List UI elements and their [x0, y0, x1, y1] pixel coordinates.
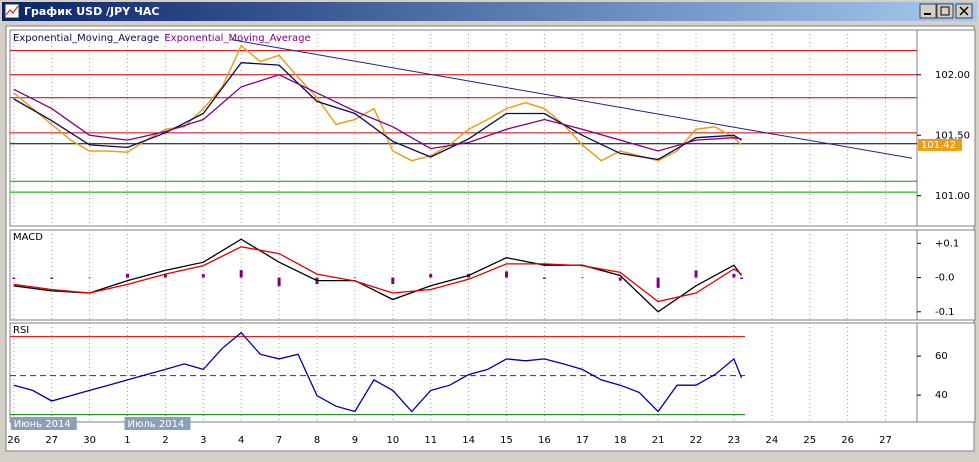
histogram-bar: [732, 273, 736, 278]
window-icon: [4, 3, 20, 19]
maximize-button[interactable]: [936, 3, 954, 19]
legend-entry: Exponential_Moving_Average: [13, 33, 159, 44]
histogram-bar: [694, 270, 698, 278]
window-icon-glyph: [5, 5, 19, 16]
y-tick-label: 60: [935, 351, 948, 362]
histogram-bar: [50, 277, 54, 279]
panel-title: RSI: [13, 325, 29, 336]
x-tick-label: 7: [276, 435, 282, 446]
x-tick-label: 11: [424, 435, 437, 446]
y-tick-label: 102.00: [935, 70, 970, 81]
y-tick-label: 40: [935, 390, 948, 401]
x-tick-label: 27: [879, 435, 892, 446]
x-tick-label: 23: [728, 435, 741, 446]
maximize-glyph: [940, 6, 950, 16]
histogram-bar: [505, 271, 509, 278]
period-label: Июнь 2014: [14, 419, 71, 430]
histogram-bar: [163, 273, 167, 278]
period-tag: [10, 417, 77, 430]
x-tick-label: 1: [124, 435, 130, 446]
x-tick-label: 21: [652, 435, 665, 446]
x-tick-label: 25: [803, 435, 816, 446]
close-glyph: [959, 6, 969, 16]
histogram-bar: [429, 273, 433, 278]
x-tick-label: 9: [352, 435, 358, 446]
x-tick-label: 2: [162, 435, 168, 446]
series-line: [13, 74, 742, 152]
title-bar: [2, 2, 977, 21]
x-tick-label: 26: [841, 435, 854, 446]
histogram-bar: [12, 277, 16, 279]
histogram-bar: [618, 277, 622, 281]
histogram-bar: [740, 277, 744, 279]
series-line: [13, 331, 743, 413]
y-tick-label: -0.1: [935, 307, 955, 318]
minimize-button[interactable]: [919, 3, 937, 19]
histogram-bar: [201, 274, 205, 278]
panel: [9, 29, 976, 227]
y-tick-label: 101.00: [935, 191, 970, 202]
legend-entry: Exponential_Moving_Average: [164, 33, 310, 44]
histogram-bar: [88, 277, 92, 279]
x-tick-label: 10: [386, 435, 399, 446]
histogram-bar: [353, 277, 357, 278]
trend-line: [231, 39, 913, 159]
x-tick-label: 3: [200, 435, 206, 446]
x-tick-label: 30: [83, 435, 96, 446]
x-tick-label: 16: [538, 435, 551, 446]
period-label: Июль 2014: [127, 419, 184, 430]
histogram-bar: [125, 273, 129, 278]
x-tick-label: 27: [45, 435, 58, 446]
histogram-bar: [239, 270, 243, 278]
x-tick-label: 24: [765, 435, 778, 446]
histogram-bar: [277, 277, 281, 287]
panel: [9, 322, 976, 423]
histogram-bar: [656, 277, 660, 288]
histogram-bar: [391, 277, 395, 285]
x-tick-label: 8: [314, 435, 320, 446]
x-tick-label: 26: [7, 435, 20, 446]
window-buttons[interactable]: [919, 3, 973, 19]
x-tick-label: 15: [500, 435, 513, 446]
last-price-label: 101.42: [921, 140, 956, 151]
series-line: [13, 44, 743, 162]
window-title: График USD /JPY ЧАС: [24, 5, 159, 18]
x-tick-label: 4: [238, 435, 244, 446]
histogram-bar: [580, 277, 584, 278]
series-line: [13, 238, 743, 313]
period-tag: [124, 417, 191, 430]
x-tick-label: 14: [462, 435, 475, 446]
last-price-tag: [918, 138, 962, 151]
x-tick-label: 18: [614, 435, 627, 446]
histogram-bar: [542, 277, 546, 279]
x-tick-label: 17: [576, 435, 589, 446]
panel-title: MACD: [13, 232, 43, 243]
series-line: [13, 246, 742, 303]
panel: [9, 229, 976, 321]
series-line: [13, 62, 742, 161]
x-tick-label: 22: [690, 435, 703, 446]
y-tick-label: +0.1: [935, 238, 959, 249]
y-tick-label: 101.50: [935, 130, 970, 141]
y-tick-label: -0.0: [935, 273, 955, 284]
